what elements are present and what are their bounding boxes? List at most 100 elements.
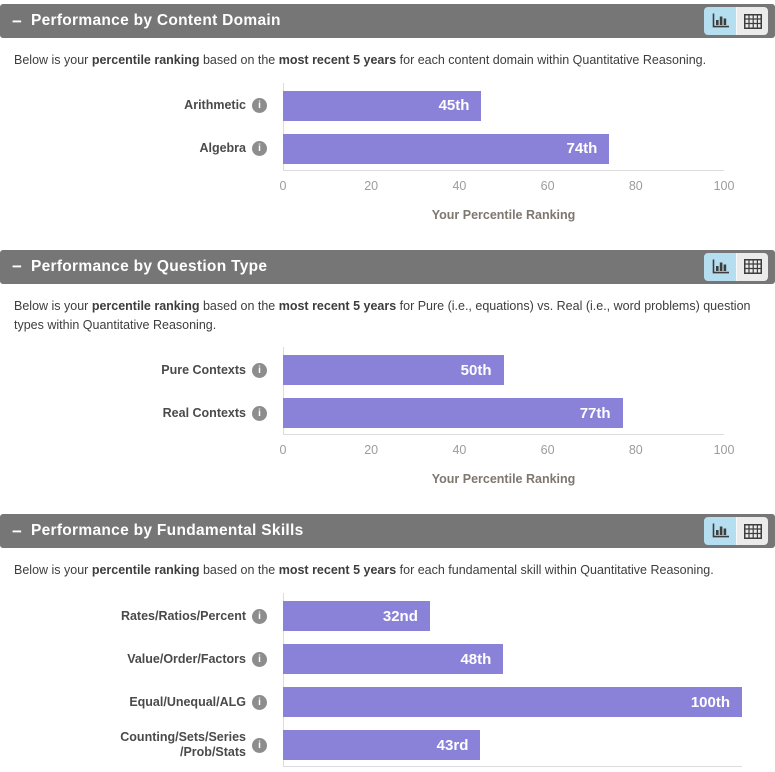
x-axis-tick-label: 40 (452, 178, 467, 193)
description-segment: percentile ranking (91, 298, 200, 313)
description-segment: most recent 5 years (278, 53, 397, 67)
description-segment: percentile ranking (91, 53, 200, 67)
bar-track: 32nd (283, 601, 742, 631)
collapse-minus-icon[interactable]: − (12, 11, 22, 31)
chart-row: Real Contexts i 77th (0, 398, 775, 429)
panel-description: Below is your percentile ranking based o… (14, 51, 761, 70)
chart-row: Pure Contexts i 50th (0, 355, 775, 386)
category-label-cell: Counting/Sets/Series/Prob/Stats i (0, 730, 283, 760)
table-view-button[interactable] (736, 7, 768, 35)
category-label: Value/Order/Factors (127, 651, 246, 666)
x-axis-ticks: 0 20 40 60 80 100 (279, 178, 735, 194)
bar-chart-view-button[interactable] (704, 252, 736, 281)
performance-panel: − Performance by Content Domain (0, 4, 775, 222)
percentile-bar: 43rd (283, 730, 481, 760)
panel-description: Below is your percentile ranking based o… (14, 297, 761, 335)
chart-row: Equal/Unequal/ALG i 100th (0, 687, 775, 717)
chart-row: Algebra i 74th (0, 133, 775, 164)
y-axis-line (283, 347, 284, 436)
x-axis-tick-label: 80 (628, 443, 643, 458)
collapse-minus-icon[interactable]: − (12, 257, 22, 277)
bar-chart-icon (711, 13, 730, 29)
percentile-bar: 50th (283, 355, 504, 386)
percentile-bar: 32nd (283, 601, 430, 631)
panel-title: Performance by Content Domain (30, 12, 281, 29)
bar-chart-view-button[interactable] (704, 517, 736, 546)
performance-panel: − Performance by Fundamental Skills (0, 514, 775, 772)
x-axis-tick-label: 0 (279, 443, 287, 458)
category-label-line: /Prob/Stats (180, 745, 246, 759)
table-view-button[interactable] (736, 517, 768, 546)
category-label-cell: Pure Contexts i (0, 362, 283, 378)
x-axis-line (283, 766, 742, 767)
category-label-cell: Rates/Ratios/Percent i (0, 608, 283, 624)
description-segment: Below is your (14, 298, 92, 313)
panel-header[interactable]: − Performance by Fundamental Skills (0, 514, 775, 549)
x-axis-title: Your Percentile Ranking (431, 207, 576, 222)
view-toggle-group (704, 7, 768, 35)
info-icon[interactable]: i (252, 608, 267, 624)
x-axis-tick-label: 0 (279, 178, 287, 193)
table-icon (743, 259, 762, 275)
info-icon[interactable]: i (252, 405, 267, 421)
percentile-value-label: 43rd (436, 736, 469, 754)
x-axis-ticks: 0 20 40 60 80 100 (279, 443, 735, 458)
bar-chart-view-button[interactable] (704, 7, 736, 35)
view-toggle-group (704, 517, 768, 546)
info-icon[interactable]: i (252, 651, 267, 667)
bar-track: 100th (283, 687, 742, 717)
bar-track: 48th (283, 644, 742, 674)
description-segment: based on the (199, 298, 279, 313)
description-segment: most recent 5 years (278, 298, 397, 313)
percentile-value-label: 77th (579, 404, 611, 422)
chart-row: Value/Order/Factors i 48th (0, 644, 775, 674)
category-label-cell: Arithmetic i (0, 98, 283, 114)
x-axis-tick-label: 100 (713, 443, 735, 458)
panel-description: Below is your percentile ranking based o… (14, 561, 761, 580)
percentile-value-label: 100th (690, 693, 730, 711)
category-label-cell: Value/Order/Factors i (0, 651, 283, 667)
x-axis-tick-label: 40 (452, 443, 467, 458)
info-icon[interactable]: i (252, 362, 267, 378)
category-label-cell: Real Contexts i (0, 405, 283, 421)
bar-chart-icon (711, 523, 730, 539)
table-icon (743, 523, 762, 539)
chart-rows: Rates/Ratios/Percent i 32nd Value/Order/Fac… (0, 593, 775, 767)
x-axis-tick-label: 100 (713, 178, 735, 193)
category-label: Equal/Unequal/ALG (129, 694, 246, 709)
x-axis-line (283, 169, 724, 171)
description-segment: Below is your (14, 563, 92, 578)
bar-track: 45th (283, 90, 724, 121)
description-segment: based on the (199, 563, 279, 578)
description-segment: for Pure (i.e., equations) vs. Real (i.e… (14, 298, 751, 332)
description-segment: most recent 5 years (278, 563, 397, 578)
chart-row: Counting/Sets/Series/Prob/Stats i 43rd (0, 730, 775, 760)
info-icon[interactable]: i (252, 98, 267, 114)
chart-row: Rates/Ratios/Percent i 32nd (0, 601, 775, 631)
percentile-value-label: 32nd (382, 607, 418, 625)
percentile-bar: 48th (283, 644, 504, 674)
bar-track: 77th (283, 398, 724, 429)
panel-header[interactable]: − Performance by Question Type (0, 249, 775, 284)
percentile-value-label: 45th (438, 97, 470, 115)
description-segment: for each content domain within Quantitat… (396, 53, 707, 67)
category-label: Counting/Sets/Series/Prob/Stats (120, 730, 246, 760)
panel-title: Performance by Fundamental Skills (30, 522, 304, 540)
info-icon[interactable]: i (252, 737, 267, 753)
y-axis-line (283, 593, 284, 767)
panel-title: Performance by Question Type (30, 257, 268, 275)
x-axis-title: Your Percentile Ranking (431, 472, 576, 487)
bar-track: 74th (283, 133, 724, 164)
description-segment: for each fundamental skill within Quanti… (396, 563, 714, 578)
description-segment: Below is your (14, 53, 92, 67)
x-axis-tick-label: 60 (540, 178, 555, 193)
info-icon[interactable]: i (252, 141, 267, 157)
table-view-button[interactable] (736, 252, 768, 281)
category-label-cell: Equal/Unequal/ALG i (0, 694, 283, 710)
panel-header[interactable]: − Performance by Content Domain (0, 4, 775, 38)
chart-rows: Arithmetic i 45th Algebra i 74th (0, 82, 775, 171)
bar-track: 43rd (283, 730, 742, 760)
collapse-minus-icon[interactable]: − (12, 521, 22, 541)
info-icon[interactable]: i (252, 694, 267, 710)
